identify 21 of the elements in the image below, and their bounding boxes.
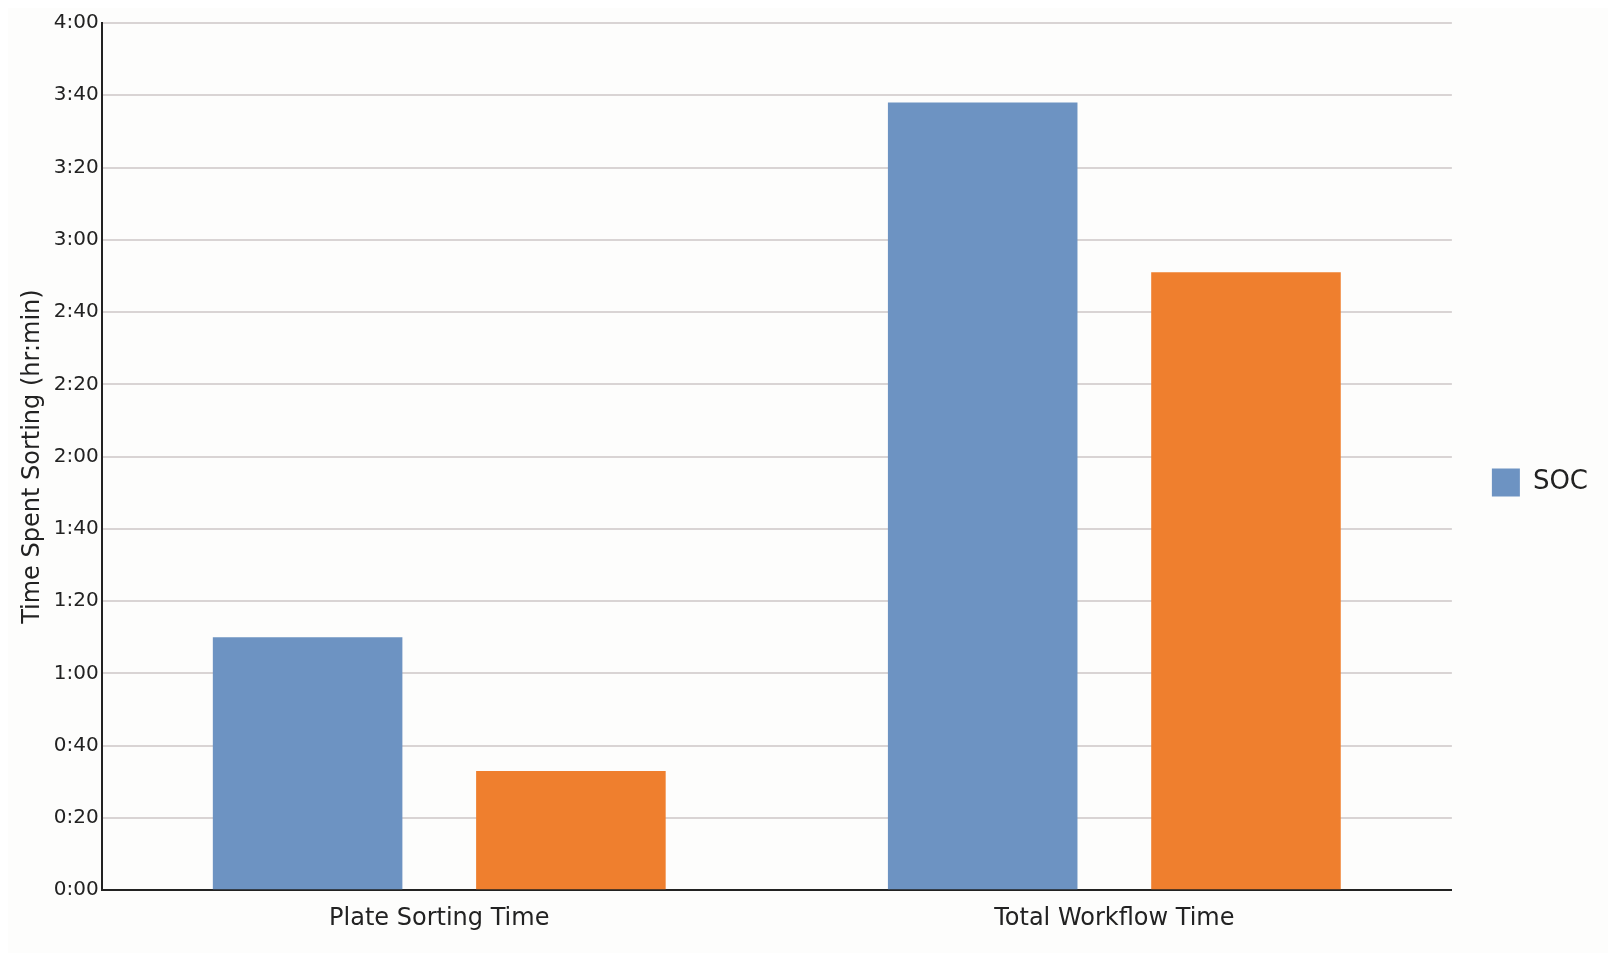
y-tick-label: 1:20	[53, 587, 99, 612]
legend-label: SOC	[1532, 465, 1588, 496]
y-tick-label: 1:00	[53, 659, 99, 684]
x-tick-label: Plate Sorting Time	[329, 902, 550, 931]
y-tick-label: 3:20	[53, 153, 99, 178]
y-tick-label: 1:40	[53, 515, 99, 540]
y-tick-label: 2:00	[53, 442, 99, 467]
y-axis-title: Time Spent Sorting (hr:min)	[16, 289, 45, 625]
bar	[212, 637, 403, 890]
y-tick-label: 0:20	[53, 804, 99, 829]
y-tick-label: 2:20	[53, 370, 99, 395]
bar	[476, 770, 666, 890]
bar	[887, 102, 1078, 890]
y-tick-label: 2:40	[53, 298, 99, 323]
y-tick-label: 3:00	[53, 226, 99, 250]
bar	[1151, 272, 1341, 890]
y-tick-label: 4:00	[53, 9, 99, 34]
y-tick-label: 0:40	[53, 731, 99, 756]
y-tick-label: 0:00	[53, 876, 99, 901]
y-tick-label: 3:40	[53, 81, 99, 106]
x-tick-label: Total Workflow Time	[993, 902, 1235, 931]
